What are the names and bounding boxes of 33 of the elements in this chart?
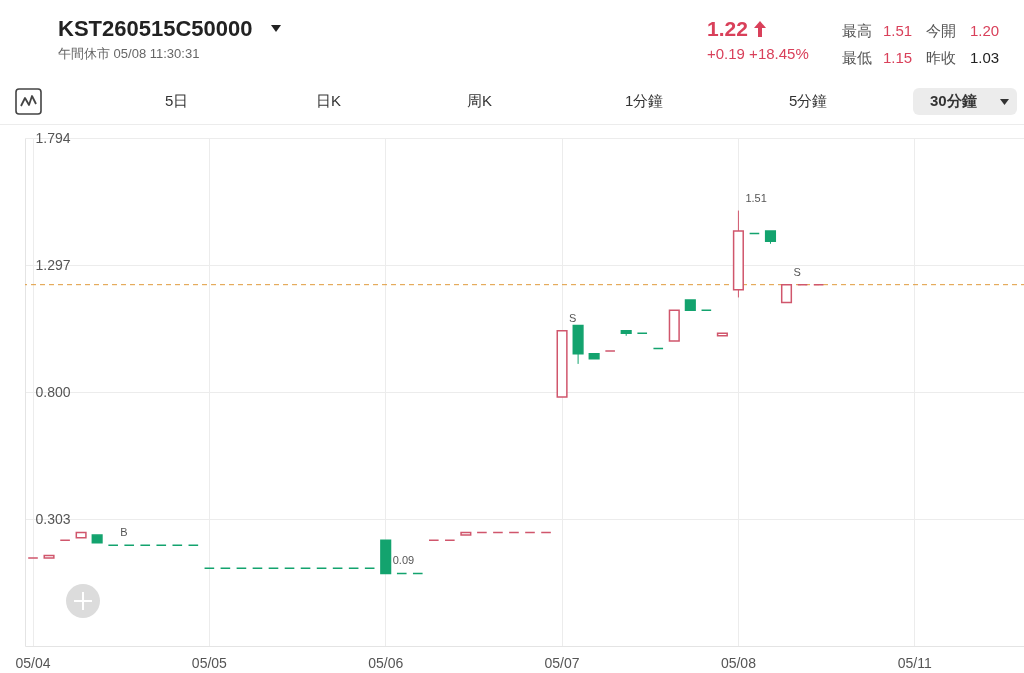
- y-tick-label: 0.303: [35, 510, 71, 527]
- annotation: S: [793, 265, 801, 278]
- text: 5日: [165, 92, 189, 111]
- text: 1.22: [707, 17, 748, 41]
- text: 最低: [842, 49, 872, 68]
- y-tick-label: 1.297: [35, 256, 71, 273]
- annotation: 1.51: [745, 191, 767, 204]
- text: 1.20: [970, 22, 1000, 39]
- x-tick-label: 05/08: [720, 654, 757, 671]
- annotation: 0.09: [392, 554, 415, 567]
- text: 1.15: [883, 49, 913, 66]
- y-tick-label: 0.800: [35, 383, 71, 400]
- text: 1.51: [883, 22, 913, 39]
- chart-title: KST260515C50000: [58, 16, 253, 42]
- text: 日K: [316, 92, 342, 111]
- x-tick-label: 05/11: [897, 654, 932, 671]
- text: 昨收: [926, 49, 956, 68]
- x-tick-label: 05/06: [368, 654, 404, 671]
- text: 今開: [926, 22, 956, 41]
- annotation: S: [569, 311, 577, 324]
- y-tick-label: 1.794: [35, 129, 71, 146]
- text: 5分鐘: [789, 92, 828, 111]
- text: +0.19 +18.45%: [707, 45, 809, 62]
- text: 30分鐘: [930, 92, 977, 111]
- chart-subtitle: 午間休市 05/08 11:30:31: [58, 45, 200, 63]
- text: 1分鐘: [625, 92, 664, 111]
- text: 周K: [467, 92, 493, 111]
- text: 最高: [842, 22, 872, 41]
- annotation: B: [120, 526, 128, 539]
- x-tick-label: 05/07: [544, 654, 580, 671]
- x-tick-label: 05/05: [191, 654, 228, 671]
- text: 1.03: [970, 49, 1000, 66]
- x-tick-label: 05/04: [15, 654, 51, 671]
